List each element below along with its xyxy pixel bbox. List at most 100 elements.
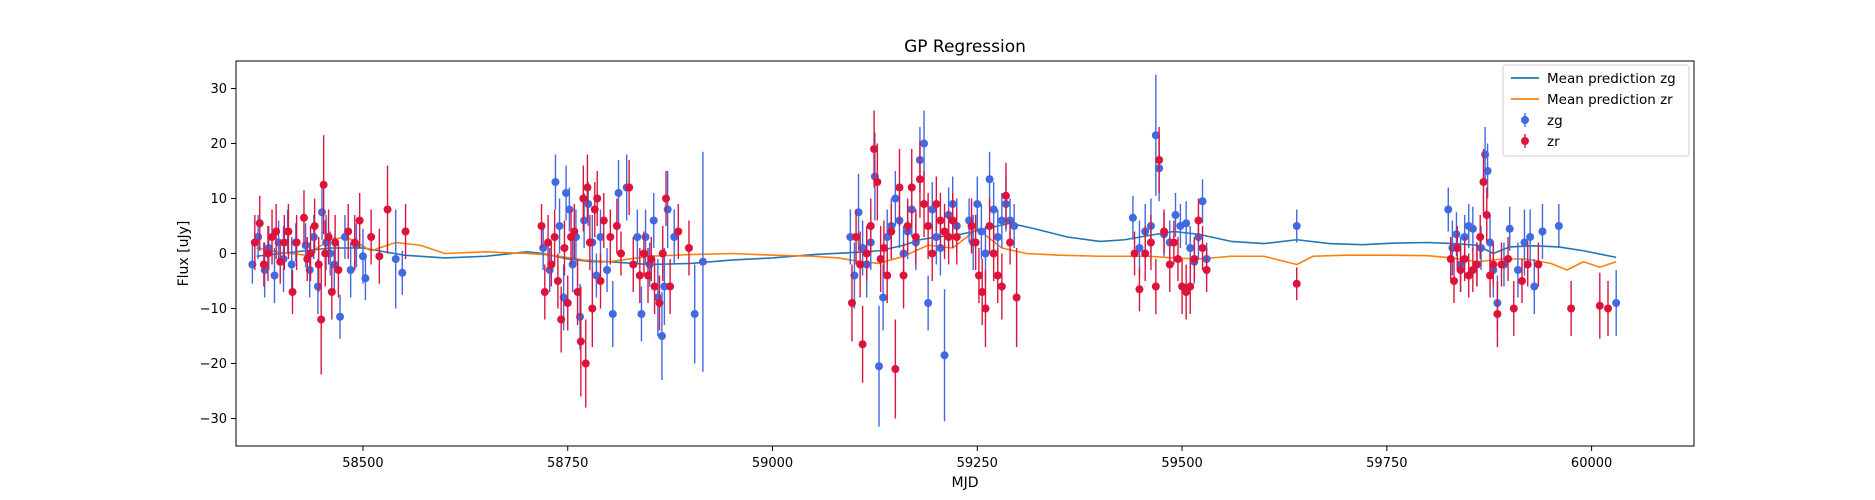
point-zr bbox=[1169, 238, 1178, 247]
x-tick-label: 59750 bbox=[1366, 456, 1407, 471]
point-zr bbox=[288, 288, 297, 296]
point-zr bbox=[876, 255, 885, 263]
point-zr bbox=[272, 227, 281, 236]
point-zr bbox=[306, 249, 315, 258]
point-zg bbox=[608, 310, 617, 318]
point-zr bbox=[911, 233, 920, 241]
point-zg bbox=[287, 260, 296, 269]
point-zr bbox=[852, 233, 861, 241]
point-zr bbox=[1446, 255, 1455, 263]
point-zr bbox=[570, 227, 579, 236]
point-zr bbox=[1504, 255, 1513, 263]
point-zg bbox=[562, 189, 571, 197]
point-zg bbox=[1520, 238, 1529, 247]
point-zr bbox=[635, 271, 644, 280]
point-zr bbox=[936, 216, 945, 225]
point-zr bbox=[895, 183, 904, 192]
point-zr bbox=[903, 222, 912, 230]
point-zg bbox=[641, 233, 650, 241]
point-zr bbox=[924, 222, 933, 230]
y-tick-label: 0 bbox=[219, 247, 227, 262]
point-zr bbox=[858, 340, 867, 349]
point-zr bbox=[596, 277, 605, 285]
point-zr bbox=[576, 337, 585, 346]
point-zg bbox=[346, 266, 355, 274]
point-zr bbox=[401, 227, 410, 236]
point-zg bbox=[649, 216, 658, 225]
point-zg bbox=[551, 178, 560, 186]
point-zg bbox=[1186, 244, 1195, 252]
legend-label-mean-prediction-zr: Mean prediction zr bbox=[1547, 92, 1673, 108]
point-zg bbox=[928, 205, 937, 214]
point-zr bbox=[599, 216, 608, 225]
point-zr bbox=[280, 238, 289, 247]
point-zg bbox=[663, 205, 672, 214]
point-zr bbox=[299, 213, 308, 222]
point-zg bbox=[1151, 131, 1160, 140]
point-zr bbox=[944, 233, 953, 241]
point-zr bbox=[319, 180, 328, 189]
point-zr bbox=[317, 315, 326, 324]
point-zr bbox=[560, 244, 569, 252]
point-zr bbox=[1155, 156, 1164, 164]
point-zr bbox=[612, 222, 621, 230]
point-zg bbox=[1513, 266, 1522, 274]
point-zr bbox=[1186, 282, 1195, 291]
point-zr bbox=[650, 282, 659, 291]
point-zr bbox=[674, 227, 683, 236]
point-zr bbox=[1509, 304, 1518, 313]
point-zg bbox=[1505, 224, 1514, 233]
point-zr bbox=[644, 271, 653, 280]
point-zr bbox=[1603, 304, 1612, 313]
point-zr bbox=[1464, 271, 1473, 280]
x-axis-label: MJD bbox=[952, 475, 979, 491]
point-zr bbox=[1482, 211, 1491, 219]
point-zg bbox=[398, 268, 407, 277]
point-zg bbox=[596, 233, 605, 241]
y-axis-label: Flux [uJy] bbox=[176, 221, 192, 287]
point-zr bbox=[915, 175, 924, 184]
point-zg bbox=[657, 332, 666, 340]
point-zg bbox=[603, 266, 612, 274]
legend-label-zg: zg bbox=[1547, 113, 1563, 129]
point-zr bbox=[1165, 260, 1174, 269]
point-zr bbox=[585, 238, 594, 247]
point-zg bbox=[1538, 227, 1547, 236]
point-zr bbox=[1497, 260, 1506, 269]
point-zg bbox=[1477, 244, 1486, 252]
point-zg bbox=[879, 293, 888, 302]
point-zr bbox=[940, 227, 949, 236]
point-zr bbox=[684, 244, 693, 252]
point-zg bbox=[973, 200, 982, 208]
point-zr bbox=[1146, 238, 1155, 247]
point-zg bbox=[361, 274, 370, 283]
x-tick-label: 58750 bbox=[547, 456, 588, 471]
point-zr bbox=[563, 299, 572, 307]
point-zr bbox=[327, 288, 336, 296]
point-zr bbox=[1141, 249, 1150, 258]
point-zr bbox=[967, 222, 976, 230]
axes: 58500 58750 59000 59250 59500 59750 60000 −30 −2… bbox=[200, 82, 1613, 471]
point-zr bbox=[879, 244, 888, 252]
point-zr bbox=[1472, 260, 1481, 269]
point-zr bbox=[625, 183, 634, 192]
legend-label-zr: zr bbox=[1547, 134, 1560, 150]
point-zr bbox=[974, 271, 983, 280]
point-zr bbox=[928, 249, 937, 258]
series-zr bbox=[250, 110, 1612, 419]
point-zg bbox=[874, 362, 883, 371]
point-zg bbox=[1198, 197, 1207, 206]
point-zr bbox=[255, 219, 264, 228]
point-zr bbox=[321, 249, 330, 258]
point-zr bbox=[948, 216, 957, 225]
y-tick-label: −20 bbox=[200, 357, 227, 372]
point-zr bbox=[310, 222, 319, 230]
point-zr bbox=[383, 205, 392, 214]
point-zg bbox=[270, 271, 279, 280]
point-zr bbox=[1190, 255, 1199, 263]
point-zg bbox=[592, 271, 601, 280]
point-zr bbox=[1479, 178, 1488, 186]
point-zr bbox=[1160, 227, 1169, 236]
point-zg bbox=[580, 216, 589, 225]
